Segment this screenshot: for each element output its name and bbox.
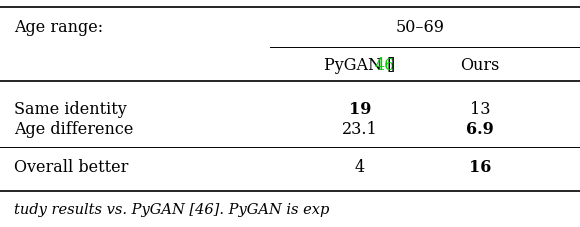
Text: 19: 19	[349, 101, 371, 118]
Text: Overall better: Overall better	[14, 159, 128, 176]
Text: PyGAN [: PyGAN [	[324, 56, 394, 73]
Text: 4: 4	[355, 159, 365, 176]
Text: Age difference: Age difference	[14, 121, 133, 138]
Text: Ours: Ours	[461, 56, 500, 73]
Text: 16: 16	[469, 159, 491, 176]
Text: 46: 46	[374, 56, 394, 73]
Text: tudy results vs. PyGAN [46]. PyGAN is exp: tudy results vs. PyGAN [46]. PyGAN is ex…	[14, 202, 329, 216]
Text: Same identity: Same identity	[14, 101, 127, 118]
Text: ]: ]	[389, 56, 395, 73]
Text: 6.9: 6.9	[466, 121, 494, 138]
Text: 23.1: 23.1	[342, 121, 378, 138]
Text: 13: 13	[470, 101, 490, 118]
Text: 50–69: 50–69	[396, 20, 444, 36]
Text: Age range:: Age range:	[14, 20, 103, 36]
